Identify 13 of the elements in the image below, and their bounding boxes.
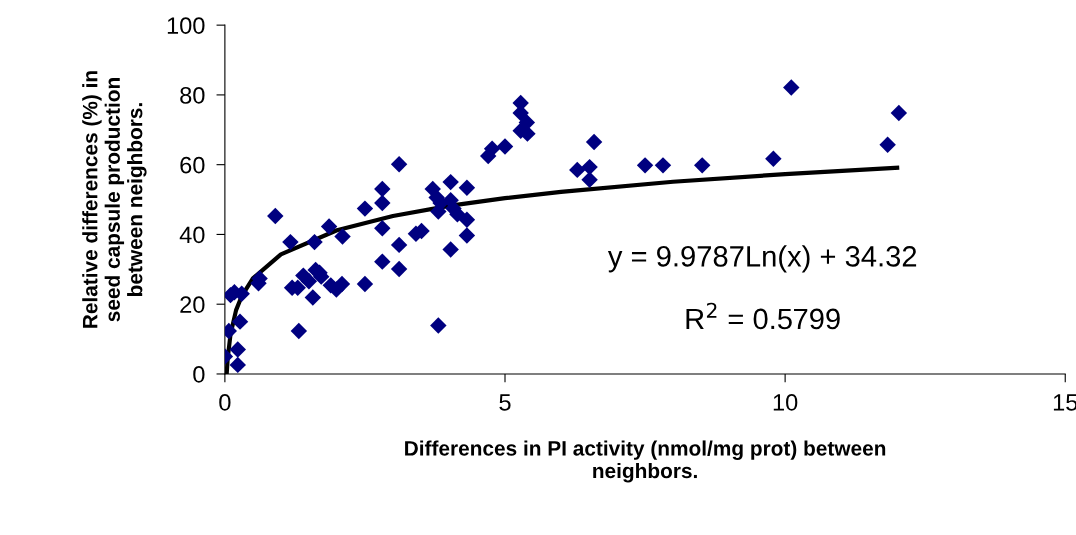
y-tick-label: 100 xyxy=(167,17,205,34)
x-tick-label: 5 xyxy=(499,394,511,411)
annotation: y = 9.9787Ln(x) + 34.32 xyxy=(607,245,917,273)
x-tick-label: 10 xyxy=(773,394,798,411)
y-tick-label: 80 xyxy=(180,86,205,104)
y-tick-label: 40 xyxy=(179,226,205,244)
y-tick-label: 0 xyxy=(193,366,205,383)
y-tick-label: 60 xyxy=(180,156,205,174)
y-axis-title: Relative differences (%) in seed capsule production between neighbors. xyxy=(82,71,147,328)
y-tick-label: 20 xyxy=(180,296,205,313)
x-axis-title: Differences in PI activity (nmol/mg prot) between neighbors. xyxy=(405,440,886,483)
x-tick-label: 0 xyxy=(219,394,231,411)
annotation: R$^{2}$ = 0.5799 xyxy=(686,302,840,330)
